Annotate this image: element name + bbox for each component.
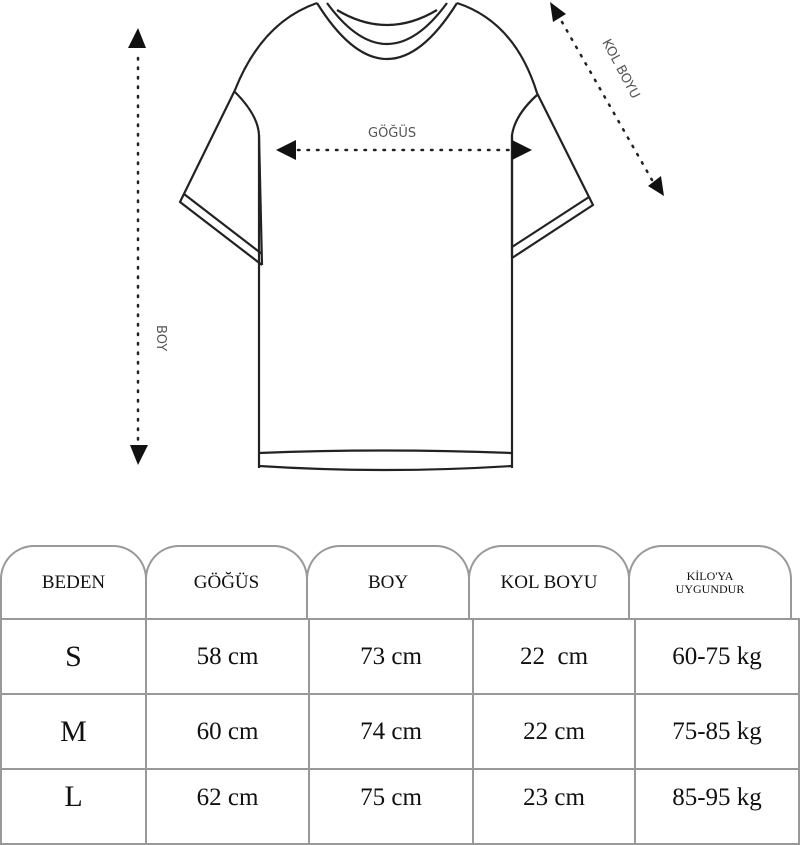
length-cell: 74 cm <box>310 695 474 768</box>
header-weight-line1: KİLO'YA <box>686 568 734 583</box>
length-cell: 75 cm <box>310 770 474 845</box>
sleeve-cell: 22 cm <box>474 695 636 768</box>
chest-cell: 62 cm <box>147 770 310 845</box>
weight-cell: 60-75 kg <box>636 620 800 693</box>
header-chest: GÖĞÜS <box>145 545 308 618</box>
sleeve-cell: 23 cm <box>474 770 636 845</box>
table-row: M 60 cm 74 cm 22 cm 75-85 kg <box>0 695 800 770</box>
table-row: S 58 cm 73 cm 22 cm 60-75 kg <box>0 620 800 695</box>
header-weight: KİLO'YA UYGUNDUR <box>628 545 792 618</box>
sleeve-arrow <box>550 2 664 196</box>
tshirt-outline <box>178 1 595 472</box>
chest-arrow <box>276 140 532 160</box>
chest-cell: 58 cm <box>147 620 310 693</box>
weight-cell: 75-85 kg <box>636 695 800 768</box>
chest-cell: 60 cm <box>147 695 310 768</box>
sleeve-label: KOL BOYU <box>598 37 642 102</box>
header-weight-line2: UYGUNDUR <box>675 581 745 596</box>
length-cell: 73 cm <box>310 620 474 693</box>
weight-cell: 85-95 kg <box>636 770 800 845</box>
table-row: L 62 cm 75 cm 23 cm 85-95 kg <box>0 770 800 845</box>
size-table: BEDEN GÖĞÜS BOY KOL BOYU KİLO'YA UYGUNDU… <box>0 545 800 845</box>
tshirt-diagram: BOY GÖĞÜS KOL BOYU <box>128 1 664 472</box>
table-header: BEDEN GÖĞÜS BOY KOL BOYU KİLO'YA UYGUNDU… <box>0 545 800 620</box>
sleeve-cell: 22 cm <box>474 620 636 693</box>
header-size: BEDEN <box>0 545 147 618</box>
header-sleeve: KOL BOYU <box>468 545 630 618</box>
size-cell: L <box>0 770 147 845</box>
chest-label: GÖĞÜS <box>368 124 416 141</box>
length-arrow <box>128 28 148 465</box>
size-cell: S <box>0 620 147 693</box>
size-cell: M <box>0 695 147 768</box>
length-label: BOY <box>153 325 168 351</box>
header-length: BOY <box>306 545 470 618</box>
